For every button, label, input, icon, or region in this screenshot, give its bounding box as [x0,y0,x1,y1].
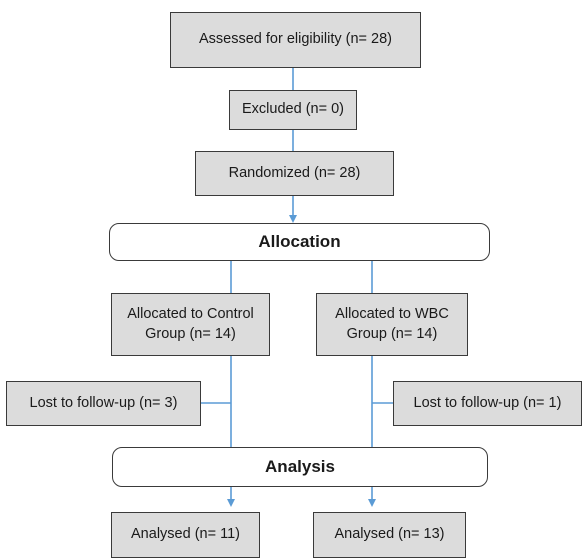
excluded-box: Excluded (n= 0) [229,90,357,130]
excluded-label: Excluded (n= 0) [242,101,344,118]
analysed-control-box: Analysed (n= 11) [111,512,260,558]
analysed-wbc-label: Analysed (n= 13) [334,526,445,543]
lost-followup-wbc-label: Lost to follow-up (n= 1) [413,394,562,411]
allocated-control-box: Allocated to Control Group (n= 14) [111,293,270,356]
assessed-eligibility-label: Assessed for eligibility (n= 28) [198,31,393,48]
randomized-box: Randomized (n= 28) [195,151,394,196]
allocated-wbc-box: Allocated to WBC Group (n= 14) [316,293,468,356]
allocated-wbc-label: Allocated to WBC Group (n= 14) [335,305,449,342]
allocation-header-label: Allocation [258,232,341,251]
assessed-eligibility-box: Assessed for eligibility (n= 28) [170,12,421,68]
analysis-header-label: Analysis [265,457,335,476]
lost-followup-control-box: Lost to follow-up (n= 3) [6,381,201,426]
allocated-control-label: Allocated to Control Group (n= 14) [127,305,254,342]
randomized-label: Randomized (n= 28) [228,164,361,181]
lost-followup-wbc-box: Lost to follow-up (n= 1) [393,381,582,426]
lost-followup-control-label: Lost to follow-up (n= 3) [29,394,178,411]
analysis-header: Analysis [112,447,488,487]
allocation-header: Allocation [109,223,490,261]
analysed-wbc-box: Analysed (n= 13) [313,512,466,558]
analysed-control-label: Analysed (n= 11) [131,526,240,543]
